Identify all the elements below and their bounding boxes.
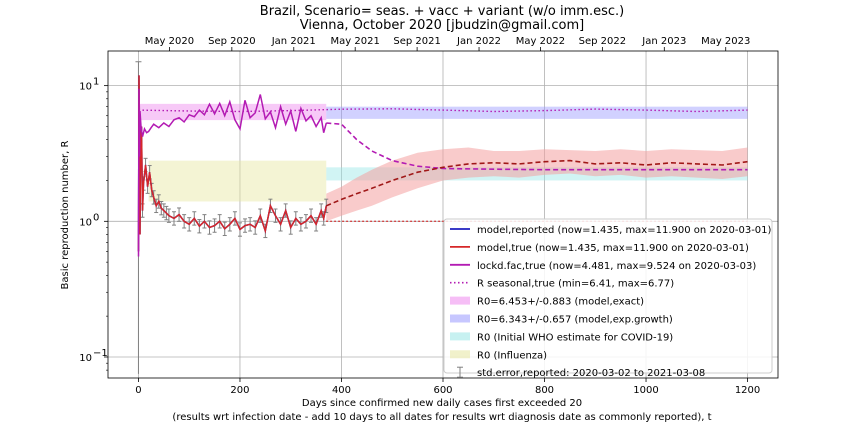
series-line-lockd-fac-true <box>137 88 328 257</box>
legend-label: lockd.fac,true (now=4.481, max=9.524 on … <box>477 261 756 272</box>
top-tick-label: Jan 2022 <box>456 36 501 47</box>
legend-label: R0=6.343+/-0.657 (model,exp.growth) <box>477 315 673 326</box>
series-layer <box>137 75 748 257</box>
legend-label: R seasonal,true (min=6.41, max=6.77) <box>477 279 674 290</box>
x-tick-label: 400 <box>332 385 351 396</box>
x-axis-label-line1: Days since confirmed new daily cases fir… <box>302 398 582 409</box>
top-tick-label: Sep 2022 <box>579 36 626 47</box>
y-tick-label: 10 <box>79 217 92 228</box>
top-tick-label: Sep 2020 <box>208 36 255 47</box>
x-axis-label-line2: (results wrt infection date - add 10 day… <box>172 412 711 423</box>
y-tick-exponent: −1 <box>93 348 108 359</box>
y-tick-exponent: 0 <box>93 212 99 223</box>
legend-box <box>443 218 773 374</box>
r0-band <box>148 160 327 202</box>
x-tick-label: 800 <box>535 385 554 396</box>
y-tick-exponent: 1 <box>93 77 99 88</box>
legend-label: R0 (Influenza) <box>477 350 547 361</box>
top-tick-label: May 2022 <box>516 36 565 47</box>
top-tick-label: Sep 2021 <box>393 36 440 47</box>
r0-band <box>326 106 748 119</box>
legend-band-swatch <box>450 350 470 359</box>
top-tick-label: May 2021 <box>331 36 380 47</box>
legend-label: R0 (Initial WHO estimate for COVID-19) <box>477 332 673 343</box>
series-line-r-seasonal-true <box>138 108 748 113</box>
legend-label: model,true (now=1.435, max=11.900 on 202… <box>477 243 749 254</box>
y-tick-label: 10 <box>79 82 92 93</box>
legend-label: R0=6.453+/-0.883 (model,exact) <box>477 297 644 308</box>
y-axis-label: Basic reproduction number, R <box>60 140 71 289</box>
x-tick-label: 200 <box>230 385 249 396</box>
legend-label: model,reported (now=1.435, max=11.900 on… <box>477 225 772 236</box>
x-tick-label: 600 <box>433 385 452 396</box>
x-tick-label: 0 <box>135 385 141 396</box>
top-tick-label: May 2023 <box>701 36 750 47</box>
projection-confidence-band <box>326 147 748 222</box>
series-line-lockd-fac-projection <box>326 122 748 171</box>
chart-title-line2: Vienna, October 2020 [jbudzin@gmail.com] <box>300 18 584 33</box>
x-tick-label: 1200 <box>735 385 760 396</box>
series-line-model-true-projection <box>325 159 748 207</box>
chart-title-line1: Brazil, Scenario= seas. + vacc + variant… <box>260 4 624 19</box>
legend-band-swatch <box>450 332 470 341</box>
legend-band-swatch <box>450 314 470 323</box>
legend: model,reported (now=1.435, max=11.900 on… <box>443 218 773 379</box>
legend-label: std.error,reported: 2020-03-02 to 2021-0… <box>477 368 705 379</box>
top-tick-label: Jan 2021 <box>271 36 316 47</box>
y-tick-label: 10 <box>79 353 92 364</box>
series-line-model-true <box>137 75 328 252</box>
band-layer <box>138 103 748 222</box>
x-tick-label: 1000 <box>633 385 658 396</box>
top-date-axis: May 2020 Sep 2020 Jan 2021 May 2021 Sep 2021… <box>145 36 750 51</box>
top-tick-label: Jan 2023 <box>641 36 686 47</box>
legend-band-swatch <box>450 296 470 305</box>
x-axis: 0 200 400 600 800 1000 1200 <box>135 378 760 396</box>
top-tick-label: May 2020 <box>145 36 194 47</box>
